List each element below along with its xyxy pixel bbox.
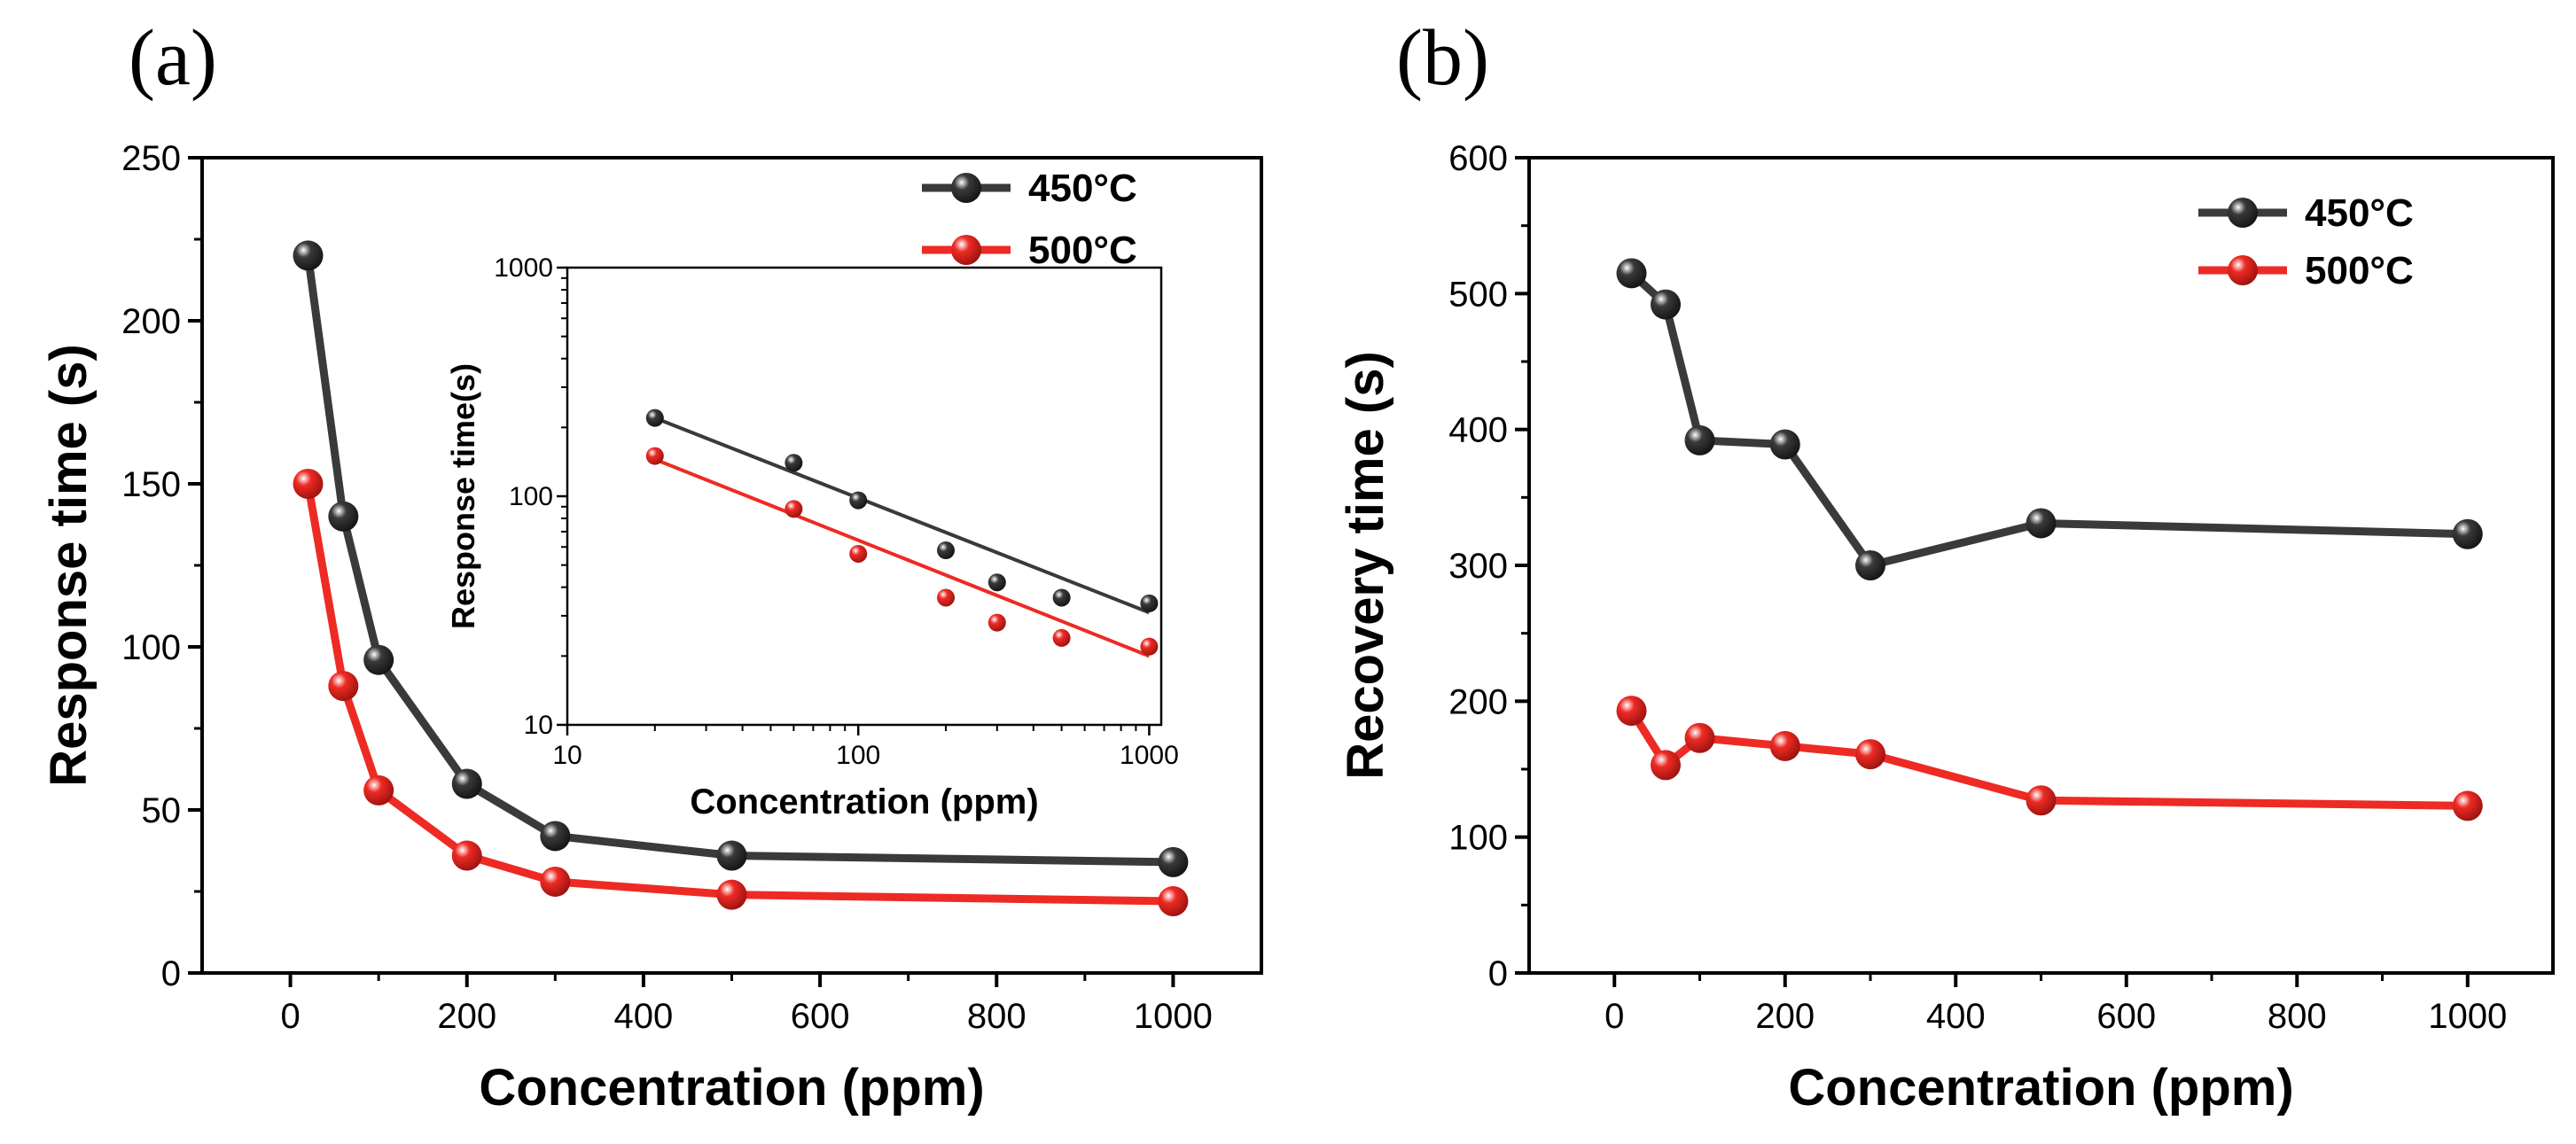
data-point-500 bbox=[1616, 696, 1647, 727]
y-tick-label: 300 bbox=[1448, 547, 1508, 586]
y-tick-label: 100 bbox=[121, 628, 181, 667]
x-tick-label: 200 bbox=[437, 997, 496, 1036]
y-axis-label: Recovery time (s) bbox=[1337, 351, 1394, 780]
y-tick-label: 100 bbox=[1448, 819, 1508, 858]
data-point-500 bbox=[1651, 750, 1681, 781]
data-point-450 bbox=[1855, 550, 1885, 580]
y-tick-label: 600 bbox=[1448, 139, 1508, 178]
y-tick-label: 200 bbox=[1448, 682, 1508, 721]
x-tick-label: 1000 bbox=[2428, 997, 2507, 1036]
inset-point-450 bbox=[987, 573, 1006, 592]
data-point-500 bbox=[1855, 739, 1885, 770]
data-point-500 bbox=[293, 469, 324, 499]
inset-point-500 bbox=[937, 588, 956, 607]
inset-point-450 bbox=[1140, 594, 1159, 612]
x-tick-label: 600 bbox=[2096, 997, 2156, 1036]
x-tick-label: 800 bbox=[2268, 997, 2327, 1036]
data-point-500 bbox=[540, 866, 571, 897]
inset-point-500 bbox=[849, 544, 868, 563]
inset-point-500 bbox=[987, 613, 1006, 632]
legend-marker-450 bbox=[951, 173, 981, 203]
data-point-450 bbox=[1616, 258, 1647, 289]
data-point-450 bbox=[716, 840, 747, 871]
inset-point-450 bbox=[937, 541, 956, 560]
y-tick-label: 200 bbox=[121, 302, 181, 341]
x-axis-label: Concentration (ppm) bbox=[1788, 1059, 2293, 1117]
inset-y-tick-label: 10 bbox=[524, 711, 553, 740]
x-tick-label: 200 bbox=[1755, 997, 1815, 1036]
data-point-450 bbox=[1684, 424, 1715, 455]
data-point-450 bbox=[2452, 518, 2483, 549]
inset-point-450 bbox=[645, 409, 664, 427]
y-axis-label: Response time (s) bbox=[40, 344, 98, 787]
data-point-500 bbox=[328, 671, 359, 702]
y-tick-label: 150 bbox=[121, 465, 181, 504]
data-point-450 bbox=[1769, 429, 1800, 460]
data-point-500 bbox=[2026, 785, 2057, 816]
legend-marker-450 bbox=[2228, 198, 2258, 228]
data-point-500 bbox=[451, 840, 482, 871]
legend-label-500: 500°C bbox=[1028, 229, 1137, 272]
data-point-450 bbox=[451, 768, 482, 799]
inset-fit-line-500 bbox=[654, 457, 1151, 658]
inset-y-axis-label: Response time(s) bbox=[445, 363, 481, 629]
data-point-450 bbox=[1651, 289, 1681, 320]
inset-x-tick-label: 10 bbox=[552, 741, 582, 770]
data-point-450 bbox=[1158, 846, 1189, 877]
panel-a-chart: 0 200 400 600 800 1000 0 50 100 150 200 250 Concentr… bbox=[40, 139, 1263, 1117]
inset-point-450 bbox=[785, 454, 803, 472]
inset-y-tick-label: 1000 bbox=[494, 253, 553, 283]
legend-marker-500 bbox=[2228, 255, 2258, 285]
inset-point-450 bbox=[1052, 588, 1071, 607]
panel-a-label: (a) bbox=[129, 14, 217, 102]
data-point-500 bbox=[1158, 886, 1189, 917]
legend-marker-500 bbox=[951, 235, 981, 265]
inset-x-tick-label: 1000 bbox=[1120, 741, 1179, 770]
inset-chart: 10 100 1000 10 100 1000 Concentration (ppm) Res… bbox=[445, 253, 1179, 821]
y-tick-label: 50 bbox=[142, 791, 182, 830]
data-point-500 bbox=[1769, 730, 1800, 761]
y-tick-label: 250 bbox=[121, 139, 181, 178]
inset-fit-line-450 bbox=[654, 416, 1151, 615]
inset-y-tick-label: 100 bbox=[509, 482, 553, 511]
x-tick-label: 400 bbox=[1926, 997, 1986, 1036]
y-tick-label: 500 bbox=[1448, 275, 1508, 314]
y-tick-label: 0 bbox=[161, 954, 181, 993]
data-point-450 bbox=[2026, 508, 2057, 539]
inset-x-tick-label: 100 bbox=[836, 741, 880, 770]
x-tick-label: 800 bbox=[967, 997, 1026, 1036]
data-point-450 bbox=[540, 821, 571, 852]
x-tick-label: 400 bbox=[614, 997, 674, 1036]
legend-label-450: 450°C bbox=[2305, 191, 2414, 235]
x-tick-label: 0 bbox=[1604, 997, 1624, 1036]
data-point-500 bbox=[2452, 790, 2483, 821]
inset-point-500 bbox=[785, 500, 803, 518]
y-tick-label: 0 bbox=[1488, 954, 1508, 993]
inset-point-500 bbox=[1052, 628, 1071, 647]
panel-b-label: (b) bbox=[1396, 14, 1489, 102]
panel-b-chart: 0 200 400 600 800 1000 0 100 200 300 400 500 600 Conc… bbox=[1337, 139, 2555, 1117]
legend-label-500: 500°C bbox=[2305, 249, 2414, 292]
data-point-500 bbox=[1684, 722, 1715, 753]
x-tick-label: 0 bbox=[280, 997, 300, 1036]
inset-point-500 bbox=[645, 447, 664, 465]
inset-point-500 bbox=[1140, 637, 1159, 656]
data-point-500 bbox=[363, 774, 394, 805]
inset-x-axis-label: Concentration (ppm) bbox=[690, 782, 1038, 821]
legend-label-450: 450°C bbox=[1028, 167, 1137, 210]
data-point-450 bbox=[328, 501, 359, 532]
x-axis-label: Concentration (ppm) bbox=[479, 1059, 984, 1117]
data-point-450 bbox=[363, 644, 394, 675]
x-tick-label: 1000 bbox=[1134, 997, 1213, 1036]
data-point-500 bbox=[716, 879, 747, 910]
data-point-450 bbox=[293, 240, 324, 271]
inset-point-450 bbox=[849, 491, 868, 510]
x-tick-label: 600 bbox=[791, 997, 850, 1036]
y-tick-label: 400 bbox=[1448, 411, 1508, 450]
